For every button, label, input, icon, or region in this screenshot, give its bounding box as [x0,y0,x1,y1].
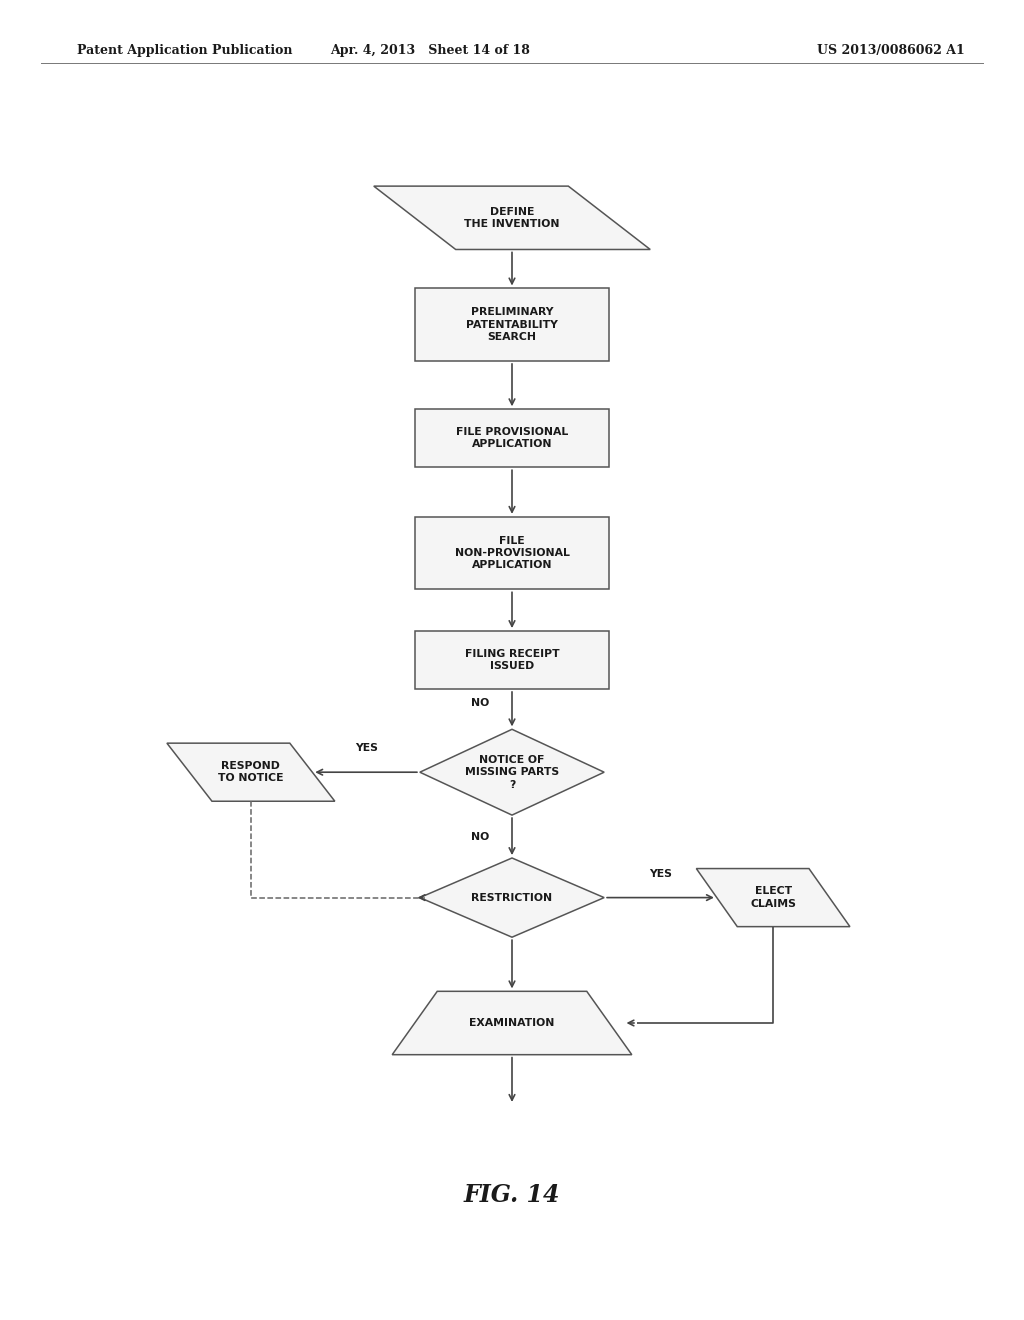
Text: RESTRICTION: RESTRICTION [471,892,553,903]
Text: EXAMINATION: EXAMINATION [469,1018,555,1028]
Text: US 2013/0086062 A1: US 2013/0086062 A1 [817,44,965,57]
Polygon shape [420,729,604,816]
Text: FILE PROVISIONAL
APPLICATION: FILE PROVISIONAL APPLICATION [456,428,568,449]
Text: Apr. 4, 2013   Sheet 14 of 18: Apr. 4, 2013 Sheet 14 of 18 [330,44,530,57]
FancyBboxPatch shape [415,516,609,589]
Text: RESPOND
TO NOTICE: RESPOND TO NOTICE [218,762,284,783]
Text: FILE
NON-PROVISIONAL
APPLICATION: FILE NON-PROVISIONAL APPLICATION [455,536,569,570]
Text: Patent Application Publication: Patent Application Publication [77,44,292,57]
Polygon shape [696,869,850,927]
Text: NO: NO [471,832,489,842]
Polygon shape [374,186,650,249]
Polygon shape [167,743,335,801]
FancyBboxPatch shape [415,288,609,360]
Polygon shape [392,991,632,1055]
Polygon shape [420,858,604,937]
Text: NO: NO [471,697,489,708]
FancyBboxPatch shape [415,631,609,689]
FancyBboxPatch shape [415,409,609,467]
Text: NOTICE OF
MISSING PARTS
?: NOTICE OF MISSING PARTS ? [465,755,559,789]
Text: PRELIMINARY
PATENTABILITY
SEARCH: PRELIMINARY PATENTABILITY SEARCH [466,308,558,342]
Text: ELECT
CLAIMS: ELECT CLAIMS [751,887,796,908]
Text: YES: YES [354,743,378,754]
Text: DEFINE
THE INVENTION: DEFINE THE INVENTION [464,207,560,228]
Text: YES: YES [649,869,672,879]
Text: FIG. 14: FIG. 14 [464,1183,560,1206]
Text: FILING RECEIPT
ISSUED: FILING RECEIPT ISSUED [465,649,559,671]
